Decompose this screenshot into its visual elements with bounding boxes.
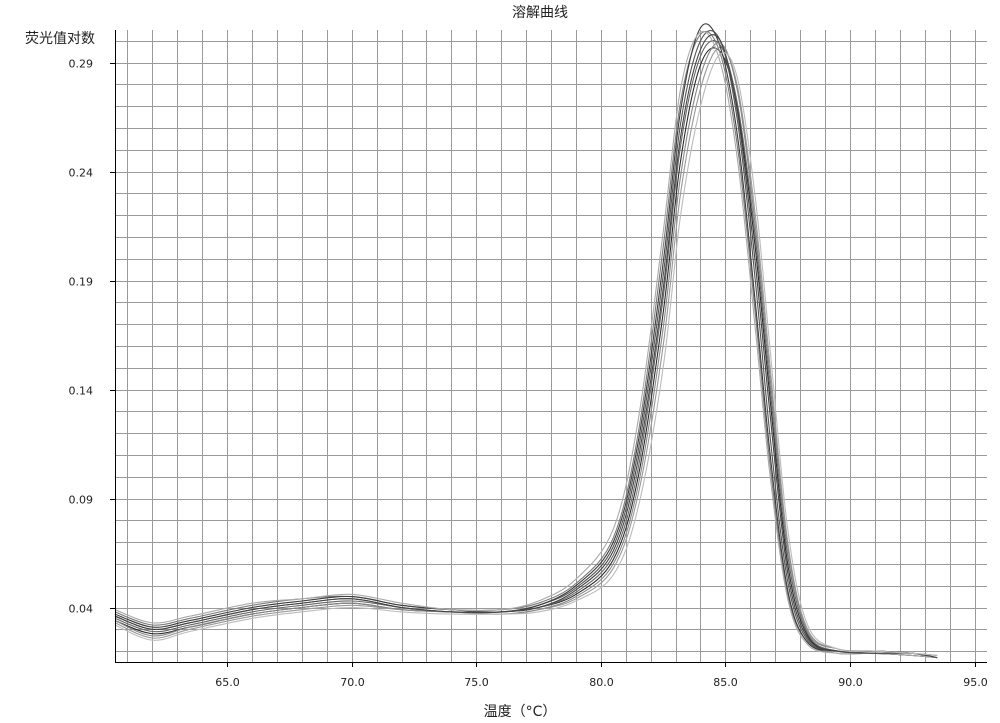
y-tick-label: 0.04 xyxy=(69,603,94,616)
x-tick-label: 70.0 xyxy=(340,676,365,689)
x-tick-label: 75.0 xyxy=(464,676,489,689)
x-tick-label: 80.0 xyxy=(589,676,614,689)
y-tick-label: 0.19 xyxy=(69,276,94,289)
x-tick-label: 65.0 xyxy=(215,676,240,689)
gridlines xyxy=(115,30,987,662)
x-tick-label: 85.0 xyxy=(713,676,738,689)
y-tick-label: 0.24 xyxy=(69,167,94,180)
x-tick-label: 95.0 xyxy=(963,676,988,689)
y-axis-label: 荧光值对数 xyxy=(25,30,95,47)
axes xyxy=(110,30,987,667)
x-tick-label: 90.0 xyxy=(838,676,863,689)
y-tick-label: 0.09 xyxy=(69,494,94,507)
y-tick-label: 0.29 xyxy=(69,58,94,71)
chart-title: 溶解曲线 xyxy=(512,5,568,21)
tick-labels: 65.0 70.0 75.0 80.0 85.0 90.0 95.0 0.04 0.09 0.14… xyxy=(69,58,988,690)
x-axis-label: 温度（°C） xyxy=(484,704,557,720)
y-tick-label: 0.14 xyxy=(69,385,94,398)
